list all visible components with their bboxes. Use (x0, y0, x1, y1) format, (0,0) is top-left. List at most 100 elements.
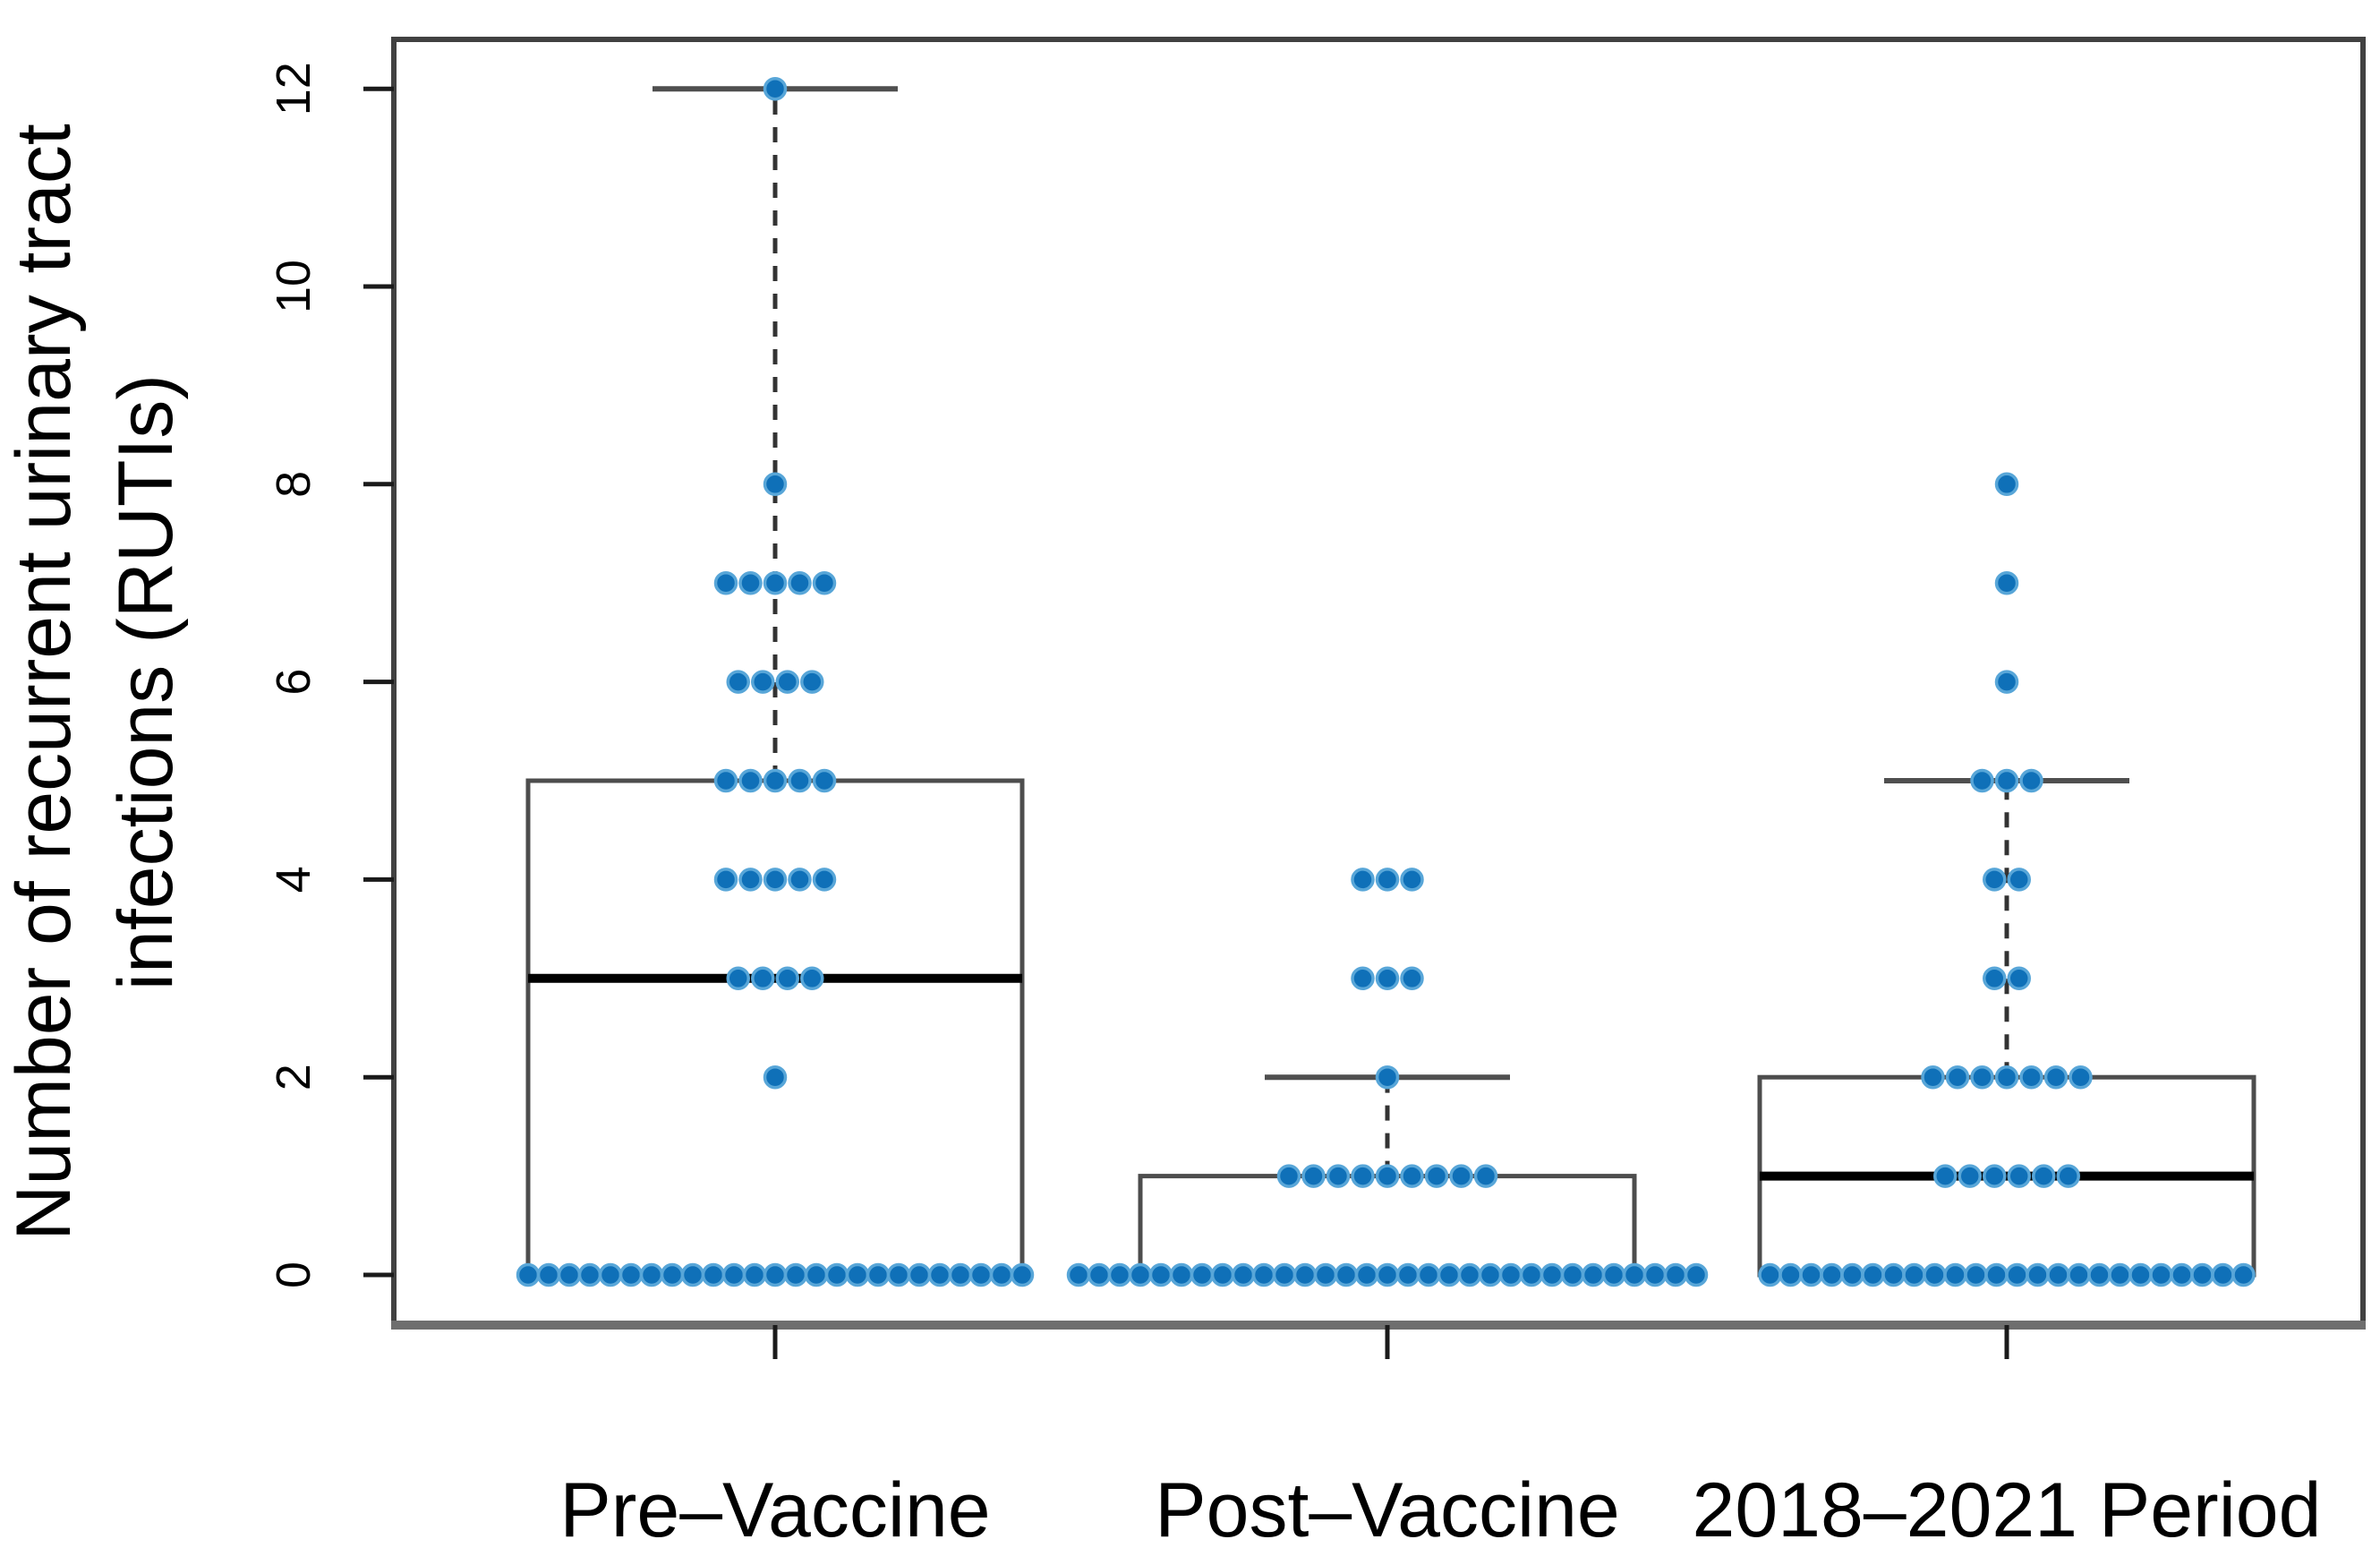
data-dot (1519, 1262, 1544, 1287)
data-dot (968, 1262, 994, 1287)
data-dot (812, 868, 837, 892)
data-dot (788, 868, 812, 892)
data-dot (1210, 1262, 1235, 1287)
data-dot (1994, 472, 2019, 497)
data-dot (1375, 966, 1400, 991)
data-dot (618, 1262, 644, 1287)
data-dot (1395, 1262, 1420, 1287)
data-dot (1351, 1164, 1375, 1188)
data-dot (2067, 1262, 2091, 1287)
y-axis-title-line1: Number of recurrent urinary tract (1, 124, 87, 1241)
data-dot (1334, 1262, 1359, 1287)
data-dot (763, 472, 788, 497)
x-category-label: 2018–2021 Period (1693, 1467, 2322, 1553)
y-tick-label: 4 (267, 866, 320, 893)
data-dot (1400, 1164, 1424, 1188)
x-category-label: Pre–Vaccine (559, 1467, 990, 1553)
data-dot (2046, 1262, 2070, 1287)
data-dot (812, 570, 837, 595)
box (525, 778, 1025, 1278)
data-dot (763, 1262, 788, 1287)
data-dots (516, 76, 2256, 1287)
data-dot (886, 1262, 911, 1287)
data-dot (738, 768, 763, 793)
data-dot (788, 768, 812, 793)
data-dot (1326, 1164, 1351, 1188)
data-dot (2019, 768, 2043, 793)
data-dot (701, 1262, 726, 1287)
y-axis-title-line2: infections (RUTIs) (103, 374, 189, 990)
data-dot (1190, 1262, 1215, 1287)
data-dot (775, 670, 799, 694)
data-dot (1779, 1262, 1803, 1287)
data-dot (1663, 1262, 1688, 1287)
data-dot (1943, 1262, 1967, 1287)
data-dot (598, 1262, 623, 1287)
data-dot (2108, 1262, 2132, 1287)
data-dot (775, 966, 799, 991)
data-dot (907, 1262, 932, 1287)
data-dot (866, 1262, 891, 1287)
data-dot (726, 966, 750, 991)
data-dot (1945, 1065, 1970, 1090)
data-dot (2231, 1262, 2256, 1287)
data-dot (1400, 966, 1424, 991)
data-dot (1984, 1262, 2009, 1287)
data-dot (1799, 1262, 1823, 1287)
data-dot (2069, 1065, 2093, 1090)
data-dot (738, 570, 763, 595)
data-dot (812, 768, 837, 793)
data-dot (1994, 768, 2019, 793)
plot-border (391, 37, 2366, 1328)
data-dot (713, 768, 738, 793)
data-dot (1351, 868, 1375, 892)
y-tick-label: 8 (267, 471, 320, 498)
data-dot (1994, 670, 2019, 694)
y-tick-label: 10 (267, 260, 320, 313)
data-dot (660, 1262, 685, 1287)
data-dot (1292, 1262, 1318, 1287)
data-dot (2043, 1065, 2069, 1090)
data-dot (721, 1262, 746, 1287)
data-dot (2005, 1262, 2029, 1287)
data-dot (1351, 966, 1375, 991)
data-dot (1457, 1262, 1482, 1287)
data-dot (1416, 1262, 1441, 1287)
data-dot (763, 1065, 788, 1090)
data-dot (2056, 1164, 2080, 1188)
data-dot (536, 1262, 561, 1287)
data-dot (1994, 1065, 2019, 1090)
data-dot (800, 670, 824, 694)
data-dot (2170, 1262, 2194, 1287)
data-dot (713, 868, 738, 892)
data-dot (2128, 1262, 2153, 1287)
data-dot (1276, 1164, 1301, 1188)
data-dot (927, 1262, 952, 1287)
data-dot (1861, 1262, 1885, 1287)
data-dot (1313, 1262, 1338, 1287)
data-dot (713, 570, 738, 595)
axes: 0 2 4 6 8 10 12 Pre–Vaccine Post–Vaccine 2018–202… (267, 62, 2321, 1553)
data-dot (1560, 1262, 1585, 1287)
data-dot (948, 1262, 973, 1287)
data-dot (788, 570, 812, 595)
data-dot (751, 966, 775, 991)
data-dot (726, 670, 750, 694)
data-dot (845, 1262, 870, 1287)
data-dot (1128, 1262, 1153, 1287)
data-dot (1301, 1164, 1326, 1188)
data-dot (1964, 1262, 1988, 1287)
data-dot (1684, 1262, 1709, 1287)
data-dot (804, 1262, 829, 1287)
data-dot (1902, 1262, 1926, 1287)
data-dot (516, 1262, 541, 1287)
data-dot (1933, 1164, 1958, 1188)
data-dot (557, 1262, 582, 1287)
data-dot (2019, 1065, 2043, 1090)
data-dot (2007, 966, 2031, 991)
data-dot (2007, 1164, 2031, 1188)
data-dot (1983, 868, 2007, 892)
data-dot (2211, 1262, 2235, 1287)
